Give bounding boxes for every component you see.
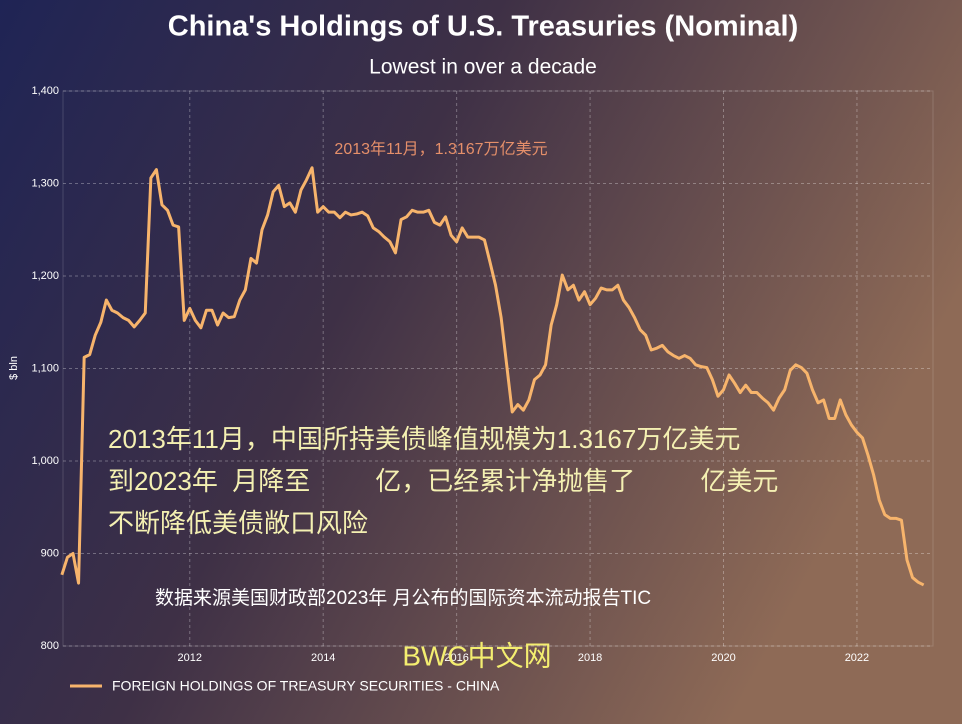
x-tick-label: 2018: [578, 652, 602, 664]
x-tick-label: 2020: [711, 652, 735, 664]
x-tick-label: 2012: [178, 652, 202, 664]
x-tick-label: 2016: [444, 652, 468, 664]
chart-subtitle: Lowest in over a decade: [369, 56, 597, 79]
y-tick-label: 1,400: [31, 85, 59, 97]
legend-label: FOREIGN HOLDINGS OF TREASURY SECURITIES …: [112, 678, 500, 694]
legend: FOREIGN HOLDINGS OF TREASURY SECURITIES …: [70, 678, 500, 694]
grid: 800 900 1,000 1,100 1,200 1,300 1,400 2012 2014 2…: [31, 85, 934, 664]
plot-area: [60, 166, 925, 587]
overlay-line: 到2023年 月降至 亿，已经累计净抛售了 亿美元: [108, 466, 778, 496]
x-tick-label: 2014: [311, 652, 335, 664]
y-tick-label: 900: [41, 547, 59, 559]
x-tick-label: 2022: [845, 652, 869, 664]
watermark: BWC中文网: [402, 640, 551, 671]
y-tick-label: 1,200: [31, 270, 59, 282]
y-tick-label: 1,100: [31, 362, 59, 374]
chart-title: China's Holdings of U.S. Treasuries (Nom…: [168, 11, 799, 43]
y-axis-label: $ bln: [8, 356, 20, 380]
y-tick-label: 1,000: [31, 455, 59, 467]
data-line: [60, 166, 925, 587]
plot-frame: [62, 90, 934, 647]
overlay-line: 不断降低美债敞口风险: [108, 508, 368, 538]
annotation: 2013年11月，1.3167万亿美元: [334, 140, 547, 158]
y-tick-label: 1,300: [31, 177, 59, 189]
overlay-line: 2013年11月，中国所持美债峰值规模为1.3167万亿美元: [108, 424, 740, 454]
source-note: 数据来源美国财政部2023年 月公布的国际资本流动报告TIC: [155, 587, 651, 609]
y-tick-label: 800: [41, 640, 59, 652]
